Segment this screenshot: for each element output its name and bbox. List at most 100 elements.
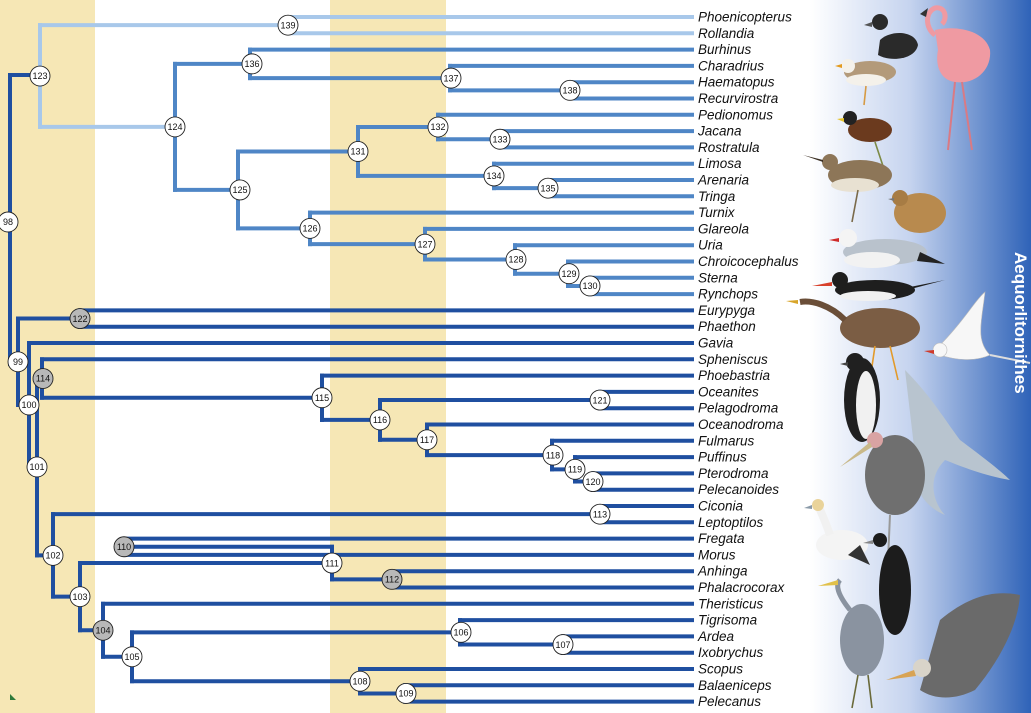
taxon-label-glareola: Glareola [698, 221, 750, 236]
root-node-marker [0, 211, 19, 233]
taxon-label-charadrius: Charadrius [698, 58, 764, 73]
node-136: 136 [241, 53, 263, 75]
node-label-102: 102 [45, 551, 60, 561]
nodes-layer: 139 123 136 137 138 124 132 133 131 134 135 125 126 1… [7, 14, 611, 704]
taxon-label-puffinus: Puffinus [698, 450, 747, 465]
taxon-label-haematopus: Haematopus [698, 75, 775, 90]
node-label-128: 128 [508, 255, 523, 265]
node-label-109: 109 [398, 689, 413, 699]
jacana-illustration [837, 111, 892, 173]
node-circle-118 [542, 444, 564, 466]
node-129: 129 [558, 263, 580, 285]
node-label-125: 125 [232, 185, 247, 195]
node-125: 125 [229, 179, 251, 201]
node-circle-122 [69, 308, 91, 329]
node-circle-130 [579, 275, 601, 297]
node-122: 122 [69, 308, 91, 329]
node-label-100: 100 [21, 400, 36, 410]
node-134: 134 [483, 165, 505, 187]
node-circle-133 [489, 128, 511, 150]
node-113: 113 [589, 503, 611, 525]
taxon-label-ciconia: Ciconia [698, 499, 744, 514]
taxon-label-limosa: Limosa [698, 156, 742, 171]
taxon-label-sterna: Sterna [698, 270, 738, 285]
clade-name-label: Aequorlitornithes [1011, 252, 1030, 394]
node-circle-104 [92, 619, 114, 641]
node-105: 105 [121, 646, 143, 668]
taxon-label-gavia: Gavia [698, 336, 734, 351]
node-114: 114 [32, 368, 54, 389]
node-circle-136 [241, 53, 263, 75]
node-label-127: 127 [417, 239, 432, 249]
taxon-label-morus: Morus [698, 547, 736, 562]
taxon-label-uria: Uria [698, 238, 723, 253]
node-circle-139 [277, 14, 299, 36]
node-119: 119 [564, 458, 586, 480]
taxon-label-anhinga: Anhinga [697, 564, 748, 579]
node-circle-123 [29, 65, 51, 87]
taxon-label-recurvirostra: Recurvirostra [698, 91, 779, 106]
taxon-label-phalacrocorax: Phalacrocorax [698, 580, 786, 595]
node-128: 128 [505, 249, 527, 270]
taxon-label-ardea: Ardea [697, 629, 735, 644]
albatross-illustration [905, 370, 1010, 515]
node-106: 106 [450, 621, 472, 643]
taxon-label-jacana: Jacana [697, 124, 742, 139]
node-circle-119 [564, 458, 586, 480]
taxon-label-tringa: Tringa [698, 189, 736, 204]
node-124: 124 [164, 116, 186, 138]
taxa-layer: PhoenicopterusRollandiaBurhinusCharadriu… [697, 10, 799, 710]
taxon-label-burhinus: Burhinus [698, 42, 752, 57]
node-label-132: 132 [430, 122, 445, 132]
node-circle-134 [483, 165, 505, 187]
node-137: 137 [440, 67, 462, 89]
node-131: 131 [347, 141, 369, 162]
node-121: 121 [589, 389, 611, 411]
node-127: 127 [414, 233, 436, 255]
node-label-126: 126 [302, 224, 317, 234]
penguin-illustration [840, 353, 880, 442]
node-label-123: 123 [32, 71, 47, 81]
taxon-label-rostratula: Rostratula [698, 140, 760, 155]
node-circle-111 [321, 552, 343, 574]
stork-illustration [840, 432, 925, 561]
node-label-121: 121 [592, 395, 607, 405]
root-node-label: 98 [3, 217, 13, 227]
node-label-119: 119 [568, 465, 582, 475]
node-circle-105 [121, 646, 143, 668]
node-107: 107 [552, 634, 574, 655]
node-circle-101 [26, 456, 48, 478]
taxon-label-pterodroma: Pterodroma [698, 466, 769, 481]
node-circle-99 [7, 351, 29, 373]
node-circle-137 [440, 67, 462, 89]
node-circle-128 [505, 249, 527, 270]
taxon-label-scopus: Scopus [698, 662, 743, 677]
taxon-label-rynchops: Rynchops [698, 287, 758, 302]
grebe-illustration [864, 14, 918, 59]
node-label-130: 130 [582, 281, 597, 291]
node-circle-120 [582, 471, 604, 492]
node-circle-138 [559, 79, 581, 101]
node-circle-102 [42, 544, 64, 566]
node-label-129: 129 [561, 269, 576, 279]
node-112: 112 [381, 568, 403, 590]
node-label-110: 110 [117, 542, 131, 552]
node-label-101: 101 [29, 462, 44, 472]
node-130: 130 [579, 275, 601, 297]
node-circle-126 [299, 217, 321, 239]
node-circle-106 [450, 621, 472, 643]
cormorant-illustration [863, 533, 911, 635]
node-circle-131 [347, 141, 369, 162]
node-100: 100 [18, 394, 40, 416]
time-band-middle [330, 0, 446, 713]
node-label-124: 124 [167, 122, 182, 132]
node-circle-107 [552, 634, 574, 655]
node-label-105: 105 [124, 652, 139, 662]
taxon-label-pelagodroma: Pelagodroma [698, 401, 779, 416]
node-label-134: 134 [486, 171, 501, 181]
node-101: 101 [26, 456, 48, 478]
taxon-label-oceanodroma: Oceanodroma [698, 417, 784, 432]
node-circle-129 [558, 263, 580, 285]
node-circle-117 [416, 429, 438, 451]
taxon-label-leptoptilos: Leptoptilos [698, 515, 764, 530]
